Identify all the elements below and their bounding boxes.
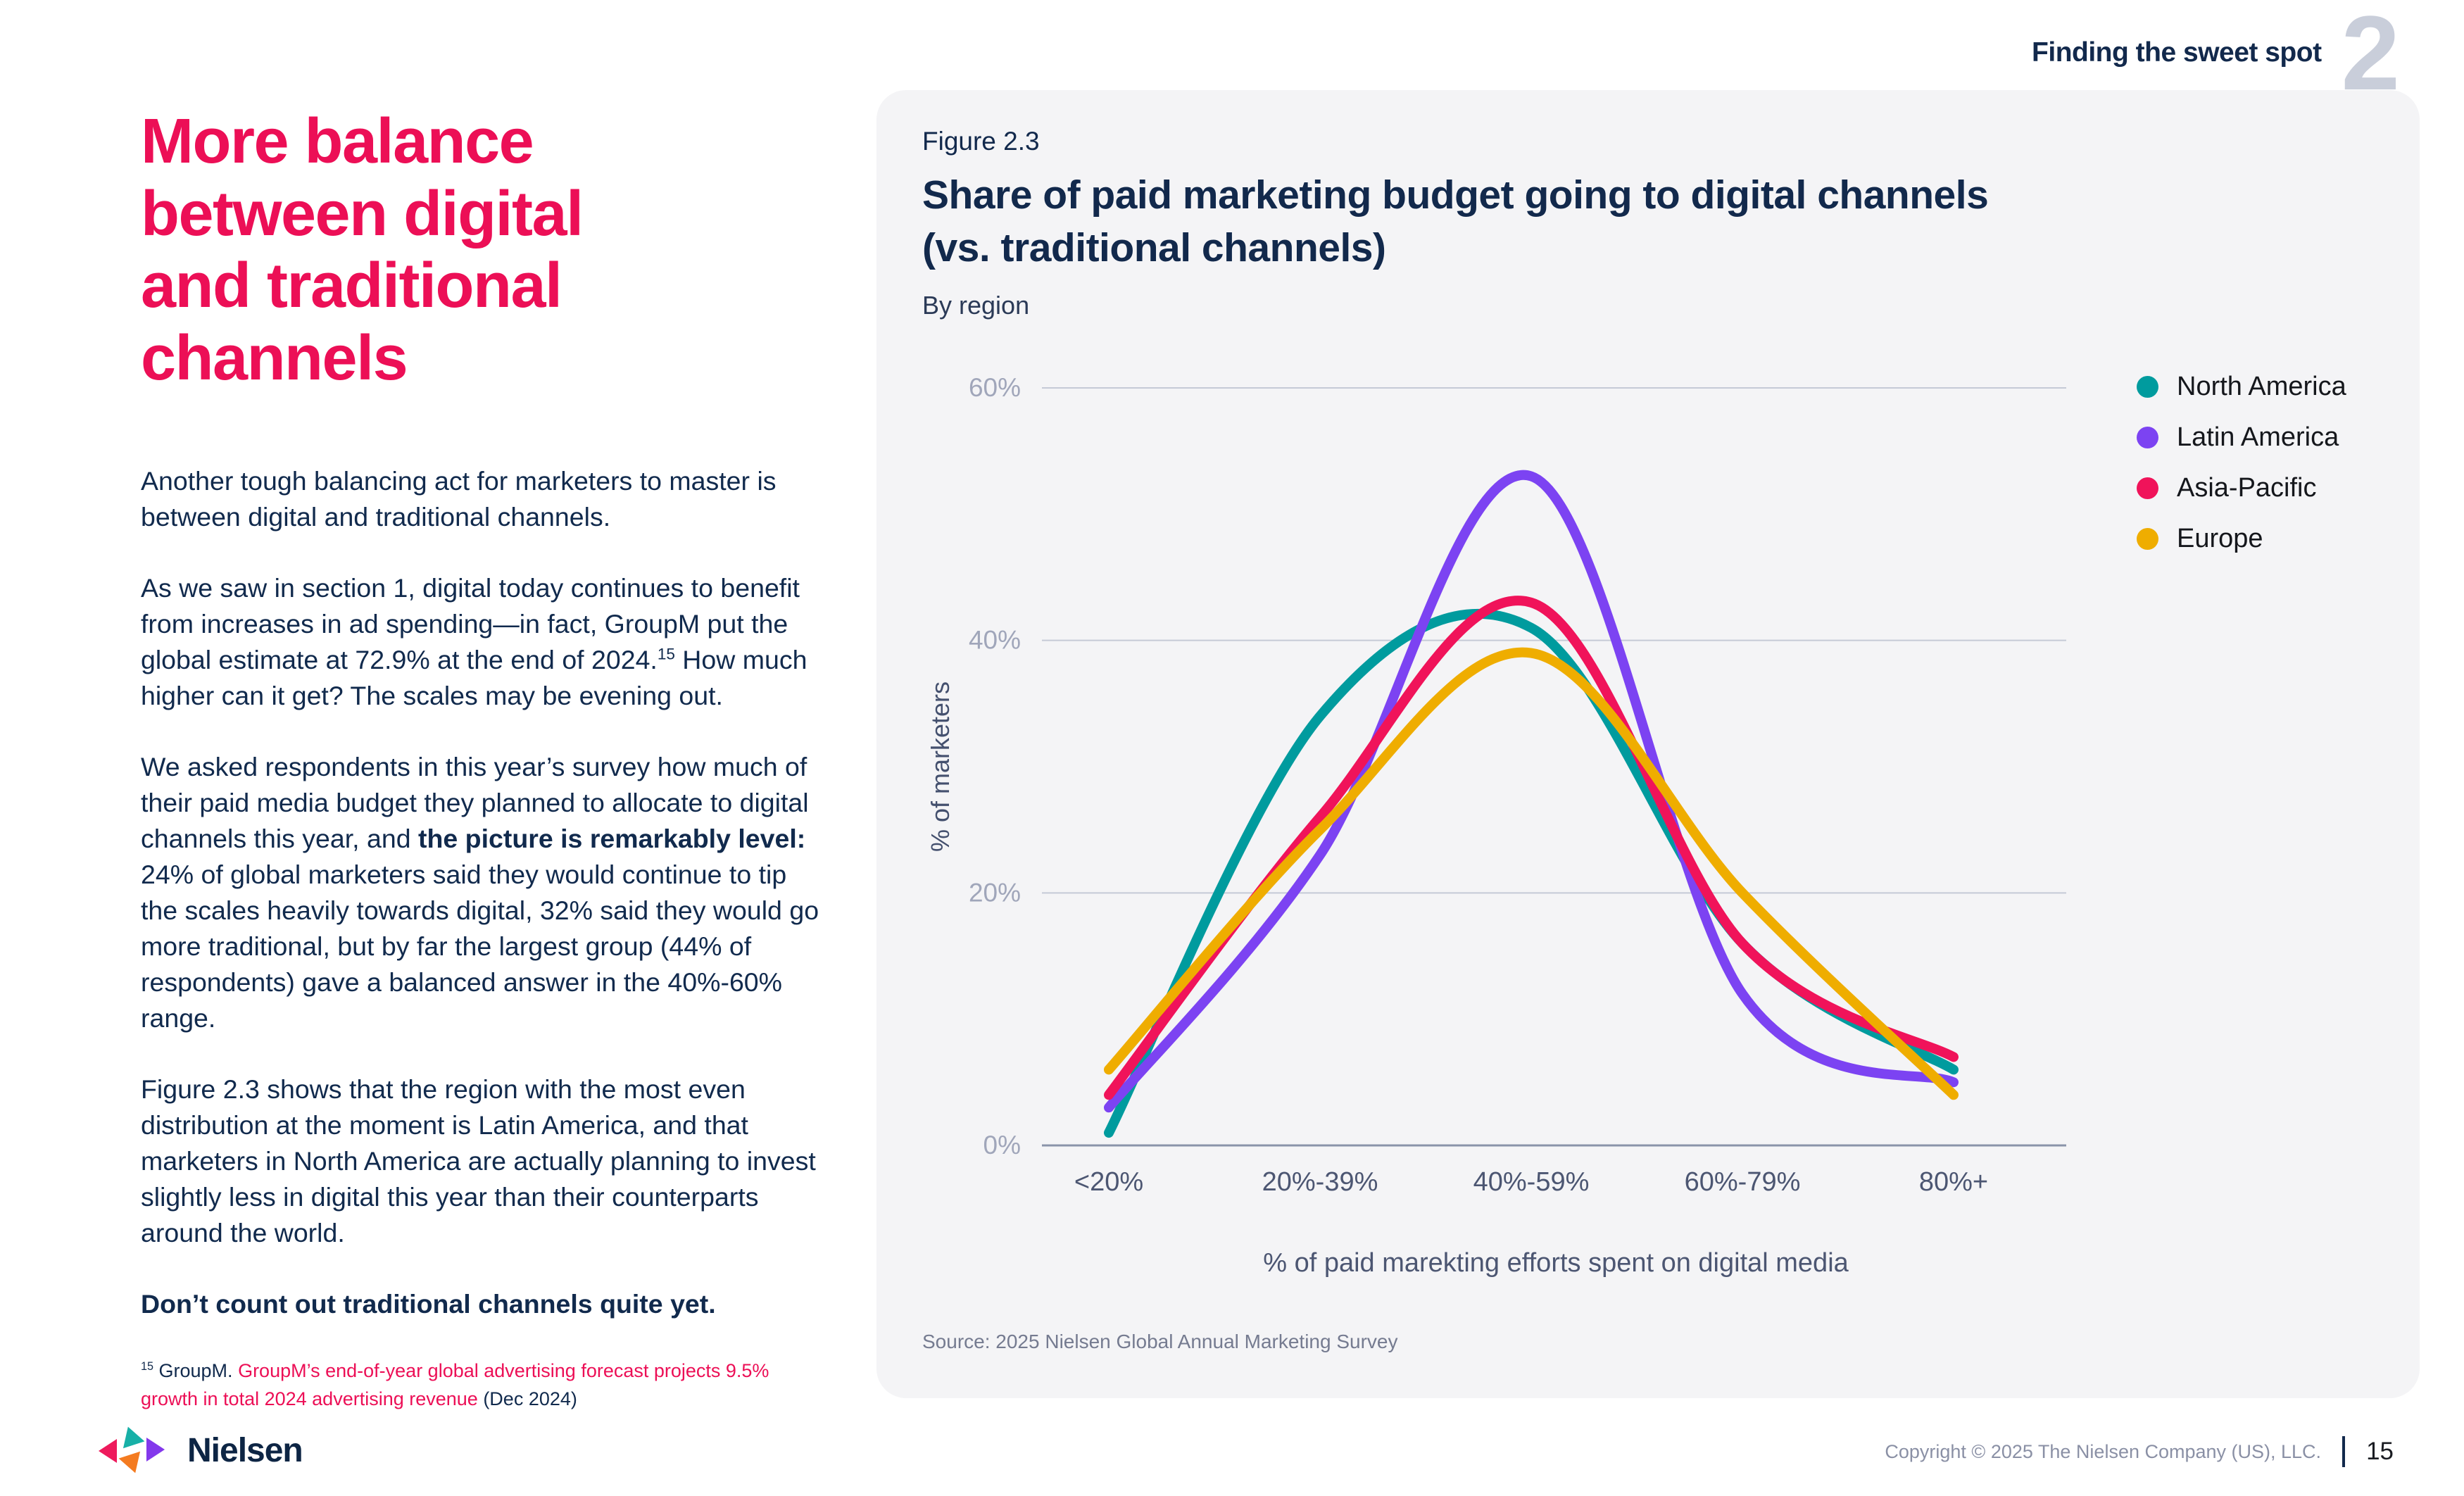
- paragraph-4: Figure 2.3 shows that the region with th…: [141, 1074, 816, 1248]
- x-axis-title: % of paid marekting efforts spent on dig…: [1263, 1248, 1849, 1278]
- logo-triangle-pink-icon: [99, 1439, 117, 1463]
- legend-dot-icon: [2137, 477, 2158, 499]
- footnote: 15 GroupM. GroupM’s end-of-year global a…: [141, 1360, 769, 1409]
- footnote-link[interactable]: GroupM’s end-of-year global advertising …: [141, 1360, 769, 1409]
- paragraph-5: Don’t count out traditional channels qui…: [141, 1289, 716, 1319]
- paragraph-2: As we saw in section 1, digital today co…: [141, 573, 807, 711]
- legend-dot-icon: [2137, 376, 2158, 398]
- series-line-latin-america: [1104, 470, 1959, 1113]
- section-number: 2: [2341, 0, 2400, 112]
- section-title: Finding the sweet spot: [2032, 37, 2322, 68]
- source-note: Source: 2025 Nielsen Global Annual Marke…: [922, 1331, 1398, 1352]
- page-number: 15: [2366, 1438, 2394, 1465]
- series-line-north-america: [1104, 608, 1959, 1138]
- legend-label: North America: [2177, 372, 2346, 401]
- svg-text:40%: 40%: [969, 626, 1021, 655]
- legend-item-asia-pacific: Asia-Pacific: [2137, 473, 2346, 503]
- legend-item-europe: Europe: [2137, 524, 2346, 554]
- y-axis-tick-labels: 0% 20% 40% 60%: [969, 373, 1021, 1159]
- svg-text:20%: 20%: [969, 878, 1021, 907]
- paragraph-3: We asked respondents in this year’s surv…: [141, 752, 819, 1033]
- chart-legend: North America Latin America Asia-Pacific Eu…: [2137, 372, 2346, 554]
- page-separator: [2342, 1436, 2346, 1467]
- legend-dot-icon: [2137, 528, 2158, 550]
- svg-text:0%: 0%: [983, 1131, 1021, 1159]
- svg-text:20%-39%: 20%-39%: [1262, 1167, 1378, 1197]
- svg-text:40%-59%: 40%-59%: [1473, 1167, 1590, 1197]
- legend-label: Latin America: [2177, 422, 2339, 452]
- nielsen-logo-icon: [99, 1423, 173, 1477]
- logo-triangle-teal-icon: [117, 1423, 145, 1449]
- nielsen-logo: Nielsen: [99, 1423, 303, 1477]
- footer-meta: Copyright © 2025 The Nielsen Company (US…: [1885, 1436, 2394, 1467]
- chart-title: Share of paid marketing budget going to …: [922, 172, 1989, 271]
- section-tag: Finding the sweet spot 2: [2032, 0, 2400, 112]
- logo-triangle-orange-icon: [118, 1451, 146, 1477]
- copyright-text: Copyright © 2025 The Nielsen Company (US…: [1885, 1440, 2322, 1462]
- series-line-europe: [1104, 647, 1959, 1100]
- article-body: Another tough balancing act for marketer…: [141, 463, 820, 1322]
- figure-label: Figure 2.3: [922, 127, 1040, 156]
- article-column: More balance between digital and traditi…: [141, 106, 820, 1413]
- svg-text:80%+: 80%+: [1919, 1167, 1988, 1197]
- brand-wordmark: Nielsen: [187, 1431, 303, 1469]
- legend-item-latin-america: Latin America: [2137, 422, 2346, 453]
- x-axis-tick-labels: <20% 20%-39% 40%-59% 60%-79% 80%+: [1074, 1167, 1988, 1197]
- svg-text:60%: 60%: [969, 373, 1021, 402]
- svg-text:60%-79%: 60%-79%: [1685, 1167, 1801, 1197]
- y-axis-title: % of marketers: [926, 681, 955, 852]
- legend-label: Asia-Pacific: [2177, 473, 2317, 503]
- svg-text:<20%: <20%: [1074, 1167, 1143, 1197]
- legend-label: Europe: [2177, 524, 2263, 553]
- page-title: More balance between digital and traditi…: [141, 106, 584, 394]
- figure-card: Figure 2.3 Share of paid marketing budge…: [876, 90, 2420, 1398]
- legend-item-north-america: North America: [2137, 372, 2346, 402]
- chart-subtitle: By region: [922, 291, 1030, 320]
- line-chart: 0% 20% 40% 60% <20% 20%-39% 40%-59% 60%-79% 80%…: [901, 351, 2112, 1209]
- series-lines: [1104, 470, 1959, 1138]
- paragraph-1: Another tough balancing act for marketer…: [141, 466, 777, 532]
- legend-dot-icon: [2137, 427, 2158, 448]
- logo-triangle-purple-icon: [146, 1438, 165, 1462]
